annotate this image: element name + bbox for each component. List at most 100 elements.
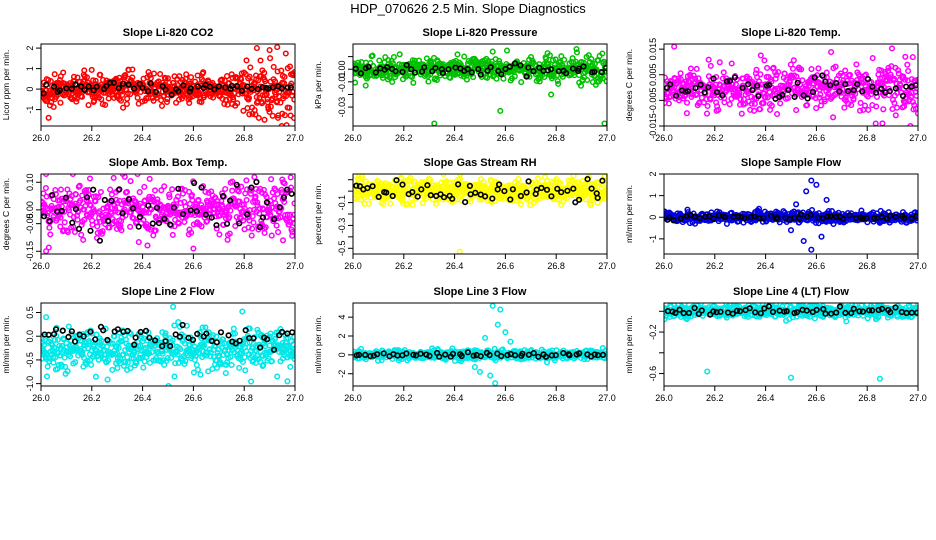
data-point xyxy=(291,96,295,103)
y-axis-label: ml/min per min. xyxy=(624,185,634,243)
data-point xyxy=(904,61,911,68)
data-point xyxy=(266,108,273,115)
data-point xyxy=(278,186,285,193)
data-point xyxy=(43,314,50,321)
data-point xyxy=(573,49,581,56)
data-point xyxy=(815,65,822,72)
data-point xyxy=(840,215,847,222)
data-point xyxy=(146,334,153,341)
x-tick-label: 26.2 xyxy=(83,393,101,403)
data-point xyxy=(399,197,406,204)
data-point xyxy=(223,73,231,80)
data-point xyxy=(409,201,416,208)
data-point xyxy=(804,101,811,109)
y-tick-label: -0.015 xyxy=(648,113,658,139)
data-point xyxy=(119,80,127,87)
data-point xyxy=(713,89,721,96)
y-tick-label: -0.1 xyxy=(337,195,347,211)
data-point xyxy=(205,368,212,375)
data-point xyxy=(775,68,782,76)
data-point xyxy=(42,184,49,192)
data-point xyxy=(892,85,899,92)
data-point xyxy=(71,228,78,236)
data-point xyxy=(159,83,166,90)
data-point xyxy=(169,186,176,193)
data-point xyxy=(878,85,885,92)
data-point xyxy=(715,106,722,113)
plot-frame xyxy=(40,302,296,387)
data-point xyxy=(64,368,71,375)
data-point xyxy=(232,222,239,230)
data-point xyxy=(158,102,166,109)
data-point xyxy=(287,211,294,218)
data-point xyxy=(148,206,155,213)
data-point xyxy=(865,106,872,113)
data-point xyxy=(534,175,542,182)
data-point xyxy=(886,88,893,95)
x-tick-label: 26.6 xyxy=(185,261,203,271)
data-point xyxy=(860,78,867,85)
data-point xyxy=(56,87,64,94)
data-point xyxy=(269,95,276,102)
data-point xyxy=(425,78,432,85)
data-point xyxy=(226,230,233,237)
data-point xyxy=(268,358,275,365)
data-point xyxy=(45,331,52,338)
data-point xyxy=(880,106,887,113)
data-point xyxy=(238,87,245,94)
data-point xyxy=(808,66,815,73)
data-point xyxy=(264,85,271,92)
data-point xyxy=(131,349,138,356)
data-point xyxy=(468,69,475,76)
data-point xyxy=(720,69,727,76)
data-point xyxy=(704,102,711,110)
data-point xyxy=(871,215,878,222)
data-point xyxy=(145,69,152,76)
data-point xyxy=(43,248,50,254)
data-point xyxy=(677,215,684,222)
data-point xyxy=(497,107,504,114)
data-point xyxy=(253,178,260,186)
data-point xyxy=(683,99,691,106)
series-all-slopes xyxy=(353,45,607,126)
data-point xyxy=(598,68,605,76)
data-point xyxy=(884,67,892,74)
data-point xyxy=(154,204,161,211)
data-point xyxy=(692,84,699,92)
data-point xyxy=(670,217,677,224)
data-point xyxy=(99,228,106,235)
data-point xyxy=(242,71,249,78)
data-point xyxy=(135,239,142,246)
data-point xyxy=(263,199,271,206)
data-point xyxy=(279,110,286,117)
data-point xyxy=(477,71,484,78)
data-point xyxy=(267,330,274,337)
data-point xyxy=(757,71,764,78)
data-point xyxy=(774,110,781,118)
data-point xyxy=(141,197,148,204)
data-point xyxy=(65,323,72,330)
data-point xyxy=(130,215,137,222)
data-point xyxy=(440,174,447,178)
data-point xyxy=(768,212,775,219)
data-point xyxy=(181,218,188,226)
data-point xyxy=(447,74,454,81)
data-point xyxy=(701,89,708,96)
data-point xyxy=(736,89,743,96)
data-point xyxy=(187,85,194,92)
point-layer xyxy=(353,174,607,254)
data-point xyxy=(437,191,444,198)
data-point xyxy=(108,197,115,204)
data-point xyxy=(726,101,733,108)
data-point xyxy=(791,93,798,100)
data-point xyxy=(456,248,463,254)
data-point xyxy=(261,69,268,76)
data-point xyxy=(69,219,76,226)
data-point xyxy=(186,88,193,95)
data-point xyxy=(166,191,173,198)
data-point xyxy=(125,196,132,203)
data-point xyxy=(594,183,601,190)
data-point xyxy=(163,98,171,106)
data-point xyxy=(414,193,421,200)
